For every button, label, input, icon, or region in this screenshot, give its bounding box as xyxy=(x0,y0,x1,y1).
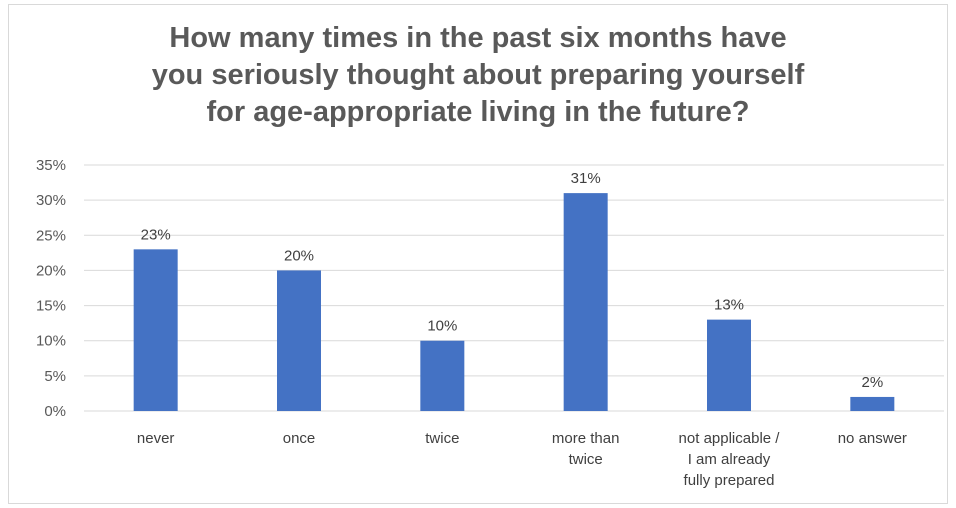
category-label: no answer xyxy=(838,430,907,447)
gridlines xyxy=(84,164,944,412)
y-tick-label: 35% xyxy=(36,157,66,174)
category-label: twice xyxy=(425,430,459,447)
category-label: once xyxy=(283,430,316,447)
data-label: 13% xyxy=(714,297,744,314)
chart-title-line-3: for age-appropriate living in the future… xyxy=(206,96,750,128)
data-label: 20% xyxy=(284,247,314,264)
bar xyxy=(420,340,465,411)
category-label: I am already xyxy=(688,451,771,468)
chart-title-line-1: How many times in the past six months ha… xyxy=(169,22,787,54)
y-tick-label: 20% xyxy=(36,262,66,279)
y-tick-label: 10% xyxy=(36,333,66,350)
bar xyxy=(563,193,608,411)
bar xyxy=(277,270,321,411)
data-label: 2% xyxy=(861,374,883,391)
category-label: never xyxy=(137,430,175,447)
category-label: fully prepared xyxy=(684,472,775,489)
y-tick-label: 0% xyxy=(44,403,66,420)
data-label: 31% xyxy=(571,170,601,187)
category-label: more than xyxy=(552,430,620,447)
chart-title-line-2: you seriously thought about preparing yo… xyxy=(151,59,805,91)
category-label: twice xyxy=(569,451,603,468)
y-axis-tick-labels: 0% 5% 10% 15% 20% 25% 30% 35% xyxy=(36,157,66,420)
bar xyxy=(707,319,751,411)
bar xyxy=(850,396,895,411)
category-labels: never once twice more than twice not applicab… xyxy=(137,430,907,489)
category-label: not applicable / xyxy=(679,430,781,447)
data-label: 10% xyxy=(427,318,457,335)
y-tick-label: 5% xyxy=(44,368,66,385)
bars xyxy=(133,193,895,411)
y-tick-label: 15% xyxy=(36,298,66,315)
chart-title: How many times in the past six months ha… xyxy=(8,20,948,131)
data-label: 23% xyxy=(141,226,171,243)
y-tick-label: 25% xyxy=(36,227,66,244)
data-labels: 23% 20% 10% 31% 13% 2% xyxy=(141,170,884,391)
bar xyxy=(133,249,178,411)
y-tick-label: 30% xyxy=(36,192,66,209)
